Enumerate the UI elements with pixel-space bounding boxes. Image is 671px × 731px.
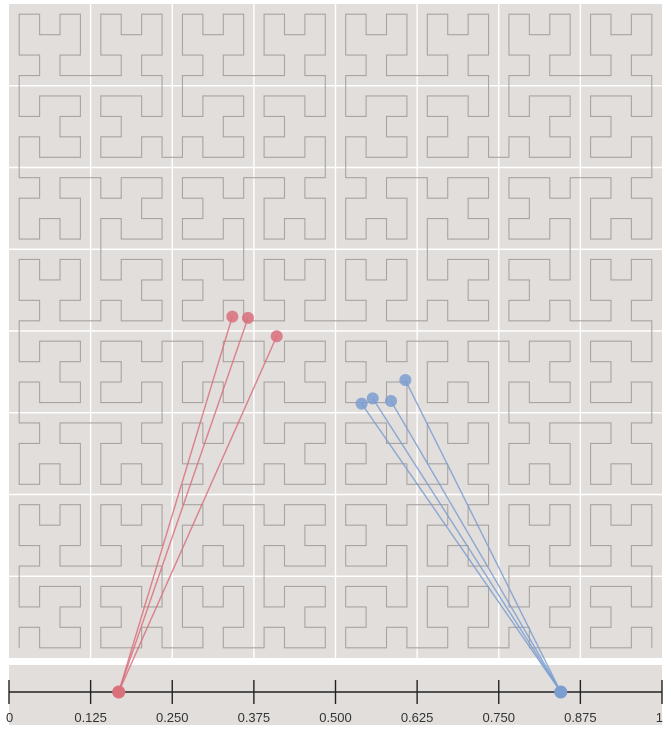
axis-tick-label: 0.750 — [482, 710, 515, 725]
axis-tick-label: 0 — [6, 710, 13, 725]
axis-tick-label: 0.625 — [401, 710, 434, 725]
axis-tick-label: 0.250 — [156, 710, 189, 725]
mapping-lines — [118, 316, 562, 693]
axis-tick-label: 0.500 — [319, 710, 352, 725]
axis-tick-label: 0.875 — [564, 710, 597, 725]
mapping-line — [361, 403, 562, 693]
curve-point — [241, 311, 254, 324]
curve-point — [399, 374, 412, 387]
data-points — [112, 310, 568, 699]
number-line-axis: 0 0.125 0.250 0.375 0.500 0.625 0.750 0.875 1 — [6, 680, 663, 725]
curve-point — [270, 330, 283, 343]
mapping-line — [118, 335, 278, 693]
hilbert-curve — [18, 13, 653, 649]
mapping-line — [390, 400, 562, 693]
curve-point — [226, 310, 239, 323]
mapping-line — [404, 379, 562, 693]
axis-tick-label: 0.125 — [74, 710, 107, 725]
curve-point — [355, 397, 368, 410]
axis-tick-label: 1 — [656, 710, 663, 725]
axis-point — [554, 685, 568, 699]
curve-point — [366, 392, 379, 405]
axis-point — [112, 685, 126, 699]
mapping-line — [372, 397, 562, 693]
curve-point — [385, 394, 398, 407]
grid-lines — [9, 4, 662, 658]
axis-tick-label: 0.375 — [238, 710, 271, 725]
mapping-line — [118, 316, 233, 693]
mapping-line — [118, 317, 249, 693]
